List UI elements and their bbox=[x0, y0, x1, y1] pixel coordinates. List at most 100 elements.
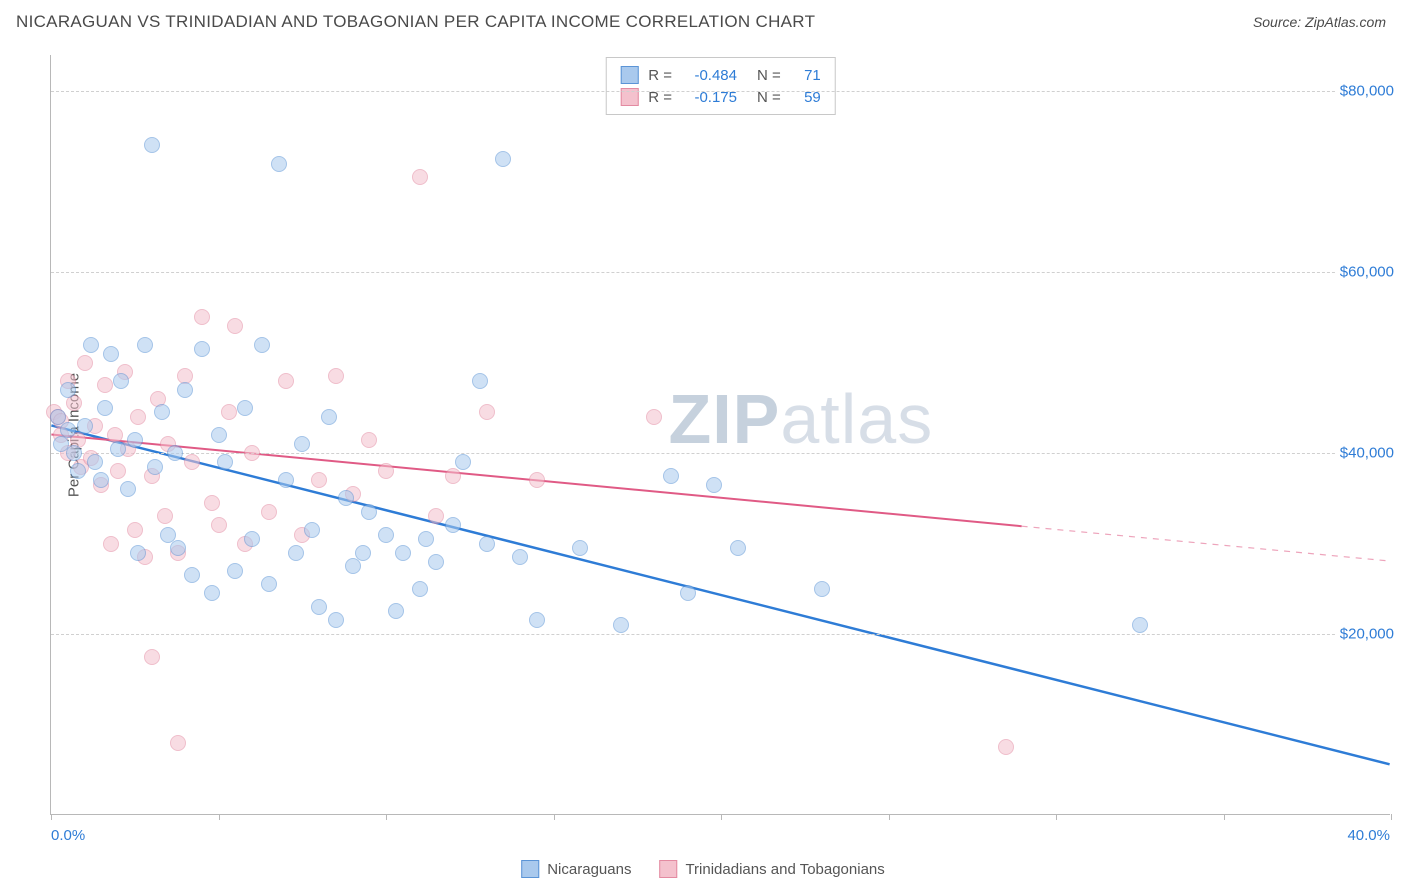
legend-label: Trinidadians and Tobagonians bbox=[685, 861, 884, 878]
scatter-point bbox=[87, 454, 103, 470]
gridline bbox=[51, 91, 1390, 92]
scatter-point bbox=[261, 504, 277, 520]
x-tick bbox=[1056, 814, 1057, 820]
scatter-point bbox=[110, 441, 126, 457]
scatter-point bbox=[66, 445, 82, 461]
scatter-point bbox=[495, 151, 511, 167]
scatter-point bbox=[529, 612, 545, 628]
y-tick-label: $40,000 bbox=[1336, 445, 1398, 462]
stats-n-label: N = bbox=[757, 67, 781, 84]
stats-r-value: -0.484 bbox=[682, 67, 737, 84]
legend-item: Nicaraguans bbox=[521, 860, 631, 878]
scatter-point bbox=[170, 540, 186, 556]
scatter-point bbox=[445, 517, 461, 533]
scatter-point bbox=[479, 404, 495, 420]
scatter-point bbox=[730, 540, 746, 556]
stats-row: R =-0.484N =71 bbox=[620, 64, 821, 86]
scatter-point bbox=[395, 545, 411, 561]
scatter-point bbox=[680, 585, 696, 601]
scatter-point bbox=[237, 400, 253, 416]
scatter-point bbox=[221, 404, 237, 420]
scatter-point bbox=[130, 545, 146, 561]
scatter-point bbox=[445, 468, 461, 484]
scatter-point bbox=[261, 576, 277, 592]
scatter-point bbox=[130, 409, 146, 425]
x-tick bbox=[1224, 814, 1225, 820]
scatter-point bbox=[271, 156, 287, 172]
scatter-point bbox=[97, 377, 113, 393]
scatter-point bbox=[70, 463, 86, 479]
scatter-point bbox=[294, 436, 310, 452]
source-label: Source: ZipAtlas.com bbox=[1253, 14, 1386, 30]
legend-swatch bbox=[521, 860, 539, 878]
watermark: ZIPatlas bbox=[668, 379, 933, 459]
scatter-point bbox=[211, 427, 227, 443]
x-tick bbox=[721, 814, 722, 820]
scatter-point bbox=[378, 527, 394, 543]
stats-box: R =-0.484N =71R =-0.175N =59 bbox=[605, 57, 836, 115]
trend-lines bbox=[51, 55, 1390, 814]
scatter-point bbox=[706, 477, 722, 493]
scatter-point bbox=[154, 404, 170, 420]
scatter-point bbox=[418, 531, 434, 547]
scatter-point bbox=[97, 400, 113, 416]
scatter-point bbox=[529, 472, 545, 488]
x-tick bbox=[219, 814, 220, 820]
scatter-point bbox=[127, 522, 143, 538]
scatter-point bbox=[412, 169, 428, 185]
scatter-point bbox=[472, 373, 488, 389]
scatter-point bbox=[412, 581, 428, 597]
scatter-point bbox=[244, 445, 260, 461]
scatter-point bbox=[184, 567, 200, 583]
stats-r-label: R = bbox=[648, 67, 672, 84]
scatter-point bbox=[144, 649, 160, 665]
gridline bbox=[51, 272, 1390, 273]
scatter-point bbox=[217, 454, 233, 470]
stats-swatch bbox=[620, 66, 638, 84]
y-tick-label: $60,000 bbox=[1336, 264, 1398, 281]
legend-label: Nicaraguans bbox=[547, 861, 631, 878]
scatter-point bbox=[93, 472, 109, 488]
x-tick bbox=[51, 814, 52, 820]
scatter-point bbox=[137, 337, 153, 353]
scatter-point bbox=[288, 545, 304, 561]
x-tick bbox=[554, 814, 555, 820]
stats-row: R =-0.175N =59 bbox=[620, 86, 821, 108]
legend-item: Trinidadians and Tobagonians bbox=[659, 860, 884, 878]
x-tick bbox=[1391, 814, 1392, 820]
scatter-point bbox=[66, 395, 82, 411]
scatter-point bbox=[184, 454, 200, 470]
scatter-point bbox=[646, 409, 662, 425]
scatter-point bbox=[345, 558, 361, 574]
scatter-point bbox=[304, 522, 320, 538]
scatter-point bbox=[613, 617, 629, 633]
scatter-point bbox=[378, 463, 394, 479]
scatter-point bbox=[167, 445, 183, 461]
scatter-point bbox=[572, 540, 588, 556]
scatter-point bbox=[177, 382, 193, 398]
scatter-point bbox=[147, 459, 163, 475]
x-tick bbox=[386, 814, 387, 820]
chart-header: NICARAGUAN VS TRINIDADIAN AND TOBAGONIAN… bbox=[0, 0, 1406, 40]
scatter-point bbox=[428, 554, 444, 570]
x-axis-min-label: 0.0% bbox=[51, 827, 85, 844]
scatter-point bbox=[60, 422, 76, 438]
scatter-point bbox=[204, 585, 220, 601]
scatter-point bbox=[83, 337, 99, 353]
scatter-point bbox=[170, 735, 186, 751]
x-tick bbox=[889, 814, 890, 820]
scatter-point bbox=[254, 337, 270, 353]
scatter-point bbox=[663, 468, 679, 484]
scatter-point bbox=[355, 545, 371, 561]
scatter-point bbox=[814, 581, 830, 597]
scatter-point bbox=[113, 373, 129, 389]
scatter-point bbox=[204, 495, 220, 511]
chart-container: Per Capita Income ZIPatlas R =-0.484N =7… bbox=[50, 55, 1390, 815]
chart-title: NICARAGUAN VS TRINIDADIAN AND TOBAGONIAN… bbox=[16, 12, 815, 32]
scatter-point bbox=[244, 531, 260, 547]
scatter-point bbox=[328, 612, 344, 628]
scatter-point bbox=[194, 341, 210, 357]
y-tick-label: $80,000 bbox=[1336, 83, 1398, 100]
scatter-point bbox=[103, 536, 119, 552]
scatter-point bbox=[144, 137, 160, 153]
